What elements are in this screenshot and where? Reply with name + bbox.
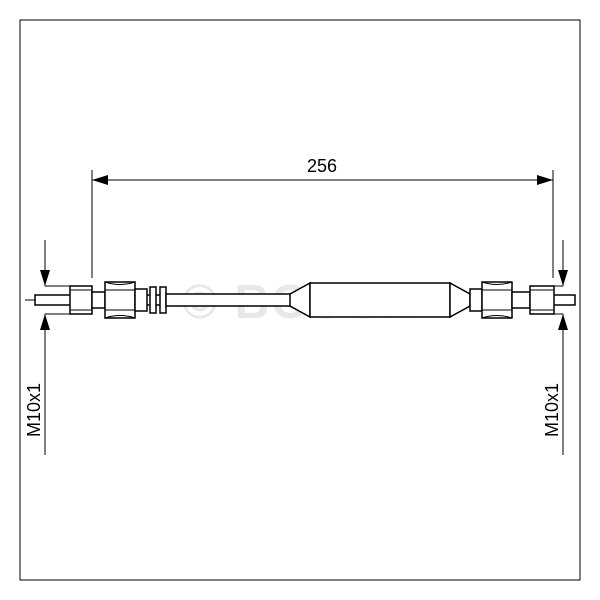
thread-left-label: M10x1 [24, 383, 44, 437]
dimension-thread-right: M10x1 [542, 240, 568, 455]
dimension-thread-left: M10x1 [24, 240, 70, 455]
right-hex-nut [482, 282, 512, 318]
left-crimp-ring-2 [160, 287, 166, 313]
technical-drawing: © BOSCH [0, 0, 600, 600]
thread-right-label: M10x1 [542, 383, 562, 437]
part-body [35, 282, 575, 318]
hose-segment [166, 294, 310, 306]
overall-length-value: 256 [307, 156, 337, 176]
dimension-overall-length: 256 [92, 156, 553, 278]
sleeve [290, 283, 470, 317]
right-collar [470, 289, 482, 311]
left-hex-nut [105, 282, 135, 318]
left-collar [135, 289, 147, 311]
left-crimp-ring-1 [150, 287, 156, 313]
